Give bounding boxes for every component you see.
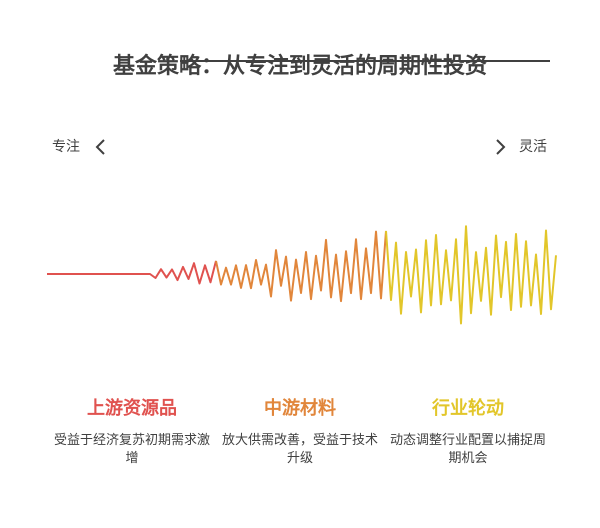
stage-rotation: 行业轮动 动态调整行业配置以捕捉周期机会 [378, 396, 558, 468]
stage-rotation-desc: 动态调整行业配置以捕捉周期机会 [390, 433, 547, 466]
page-title: 基金策略：从专注到灵活的周期性投资 [112, 54, 487, 79]
rotation-wave [385, 225, 557, 325]
upstream-wave [47, 260, 217, 285]
chevron-right-icon [493, 138, 507, 156]
title-underline [180, 60, 550, 62]
stage-rotation-title: 行业轮动 [432, 398, 504, 419]
stage-upstream-desc: 受益于经济复苏初期需求激增 [54, 433, 211, 466]
flexible-label: 灵活 [519, 139, 547, 155]
focus-label: 专注 [52, 139, 80, 155]
stage-midstream-title: 中游材料 [264, 398, 336, 419]
midstream-wave [215, 230, 387, 303]
stage-midstream-desc: 放大供需改善，受益于技术升级 [222, 433, 379, 466]
chevron-left-icon [94, 138, 108, 156]
stage-midstream: 中游材料 放大供需改善，受益于技术升级 [210, 396, 390, 468]
cycle-waveform [47, 225, 557, 325]
stage-upstream-title: 上游资源品 [87, 398, 177, 419]
stage-upstream: 上游资源品 受益于经济复苏初期需求激增 [42, 396, 222, 468]
